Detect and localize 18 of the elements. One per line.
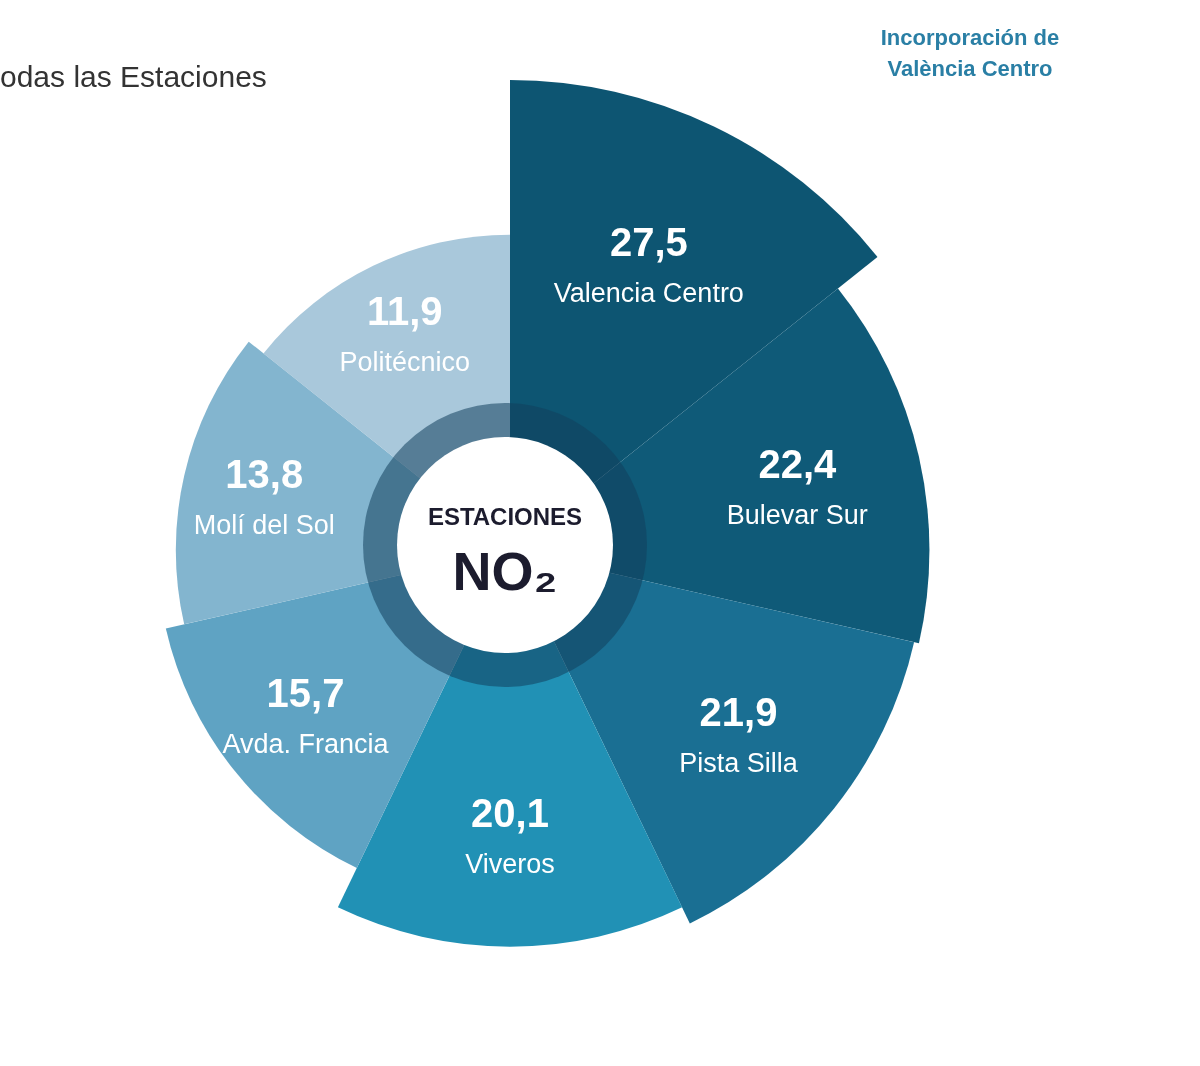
category-label: Valencia Centro bbox=[553, 277, 744, 308]
category-label: Avda. Francia bbox=[222, 729, 390, 760]
data-label: 21,9 bbox=[699, 690, 778, 735]
text: ESTACIONES bbox=[427, 503, 583, 530]
data-label: 20,1 bbox=[471, 791, 549, 836]
text: NO₂ bbox=[452, 541, 558, 601]
category-label: Politécnico bbox=[339, 347, 470, 378]
text: Incorporación de València Centro bbox=[879, 24, 1061, 83]
category-label: Molí del Sol bbox=[193, 509, 335, 540]
data-label: 11,9 bbox=[366, 289, 443, 334]
category-label: Viveros bbox=[465, 849, 555, 880]
category-label: Pista Silla bbox=[679, 748, 799, 779]
data-label: 15,7 bbox=[266, 671, 345, 716]
data-label: 27,5 bbox=[609, 219, 688, 264]
data-label: 22,4 bbox=[758, 442, 838, 487]
text: odas las Estaciones bbox=[0, 60, 267, 94]
category-label: Bulevar Sur bbox=[726, 500, 868, 531]
data-label: 13,8 bbox=[225, 451, 304, 496]
